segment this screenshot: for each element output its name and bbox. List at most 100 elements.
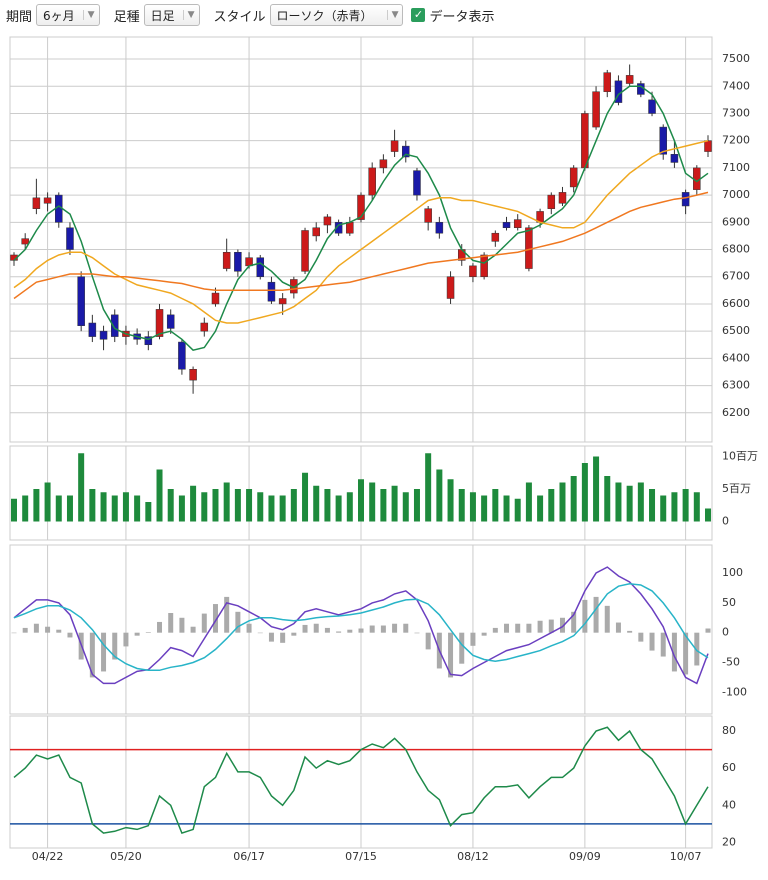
histogram-bar — [582, 599, 588, 633]
volume-bar — [436, 469, 443, 522]
volume-bar — [190, 485, 197, 522]
checkbox[interactable]: ✓ — [411, 8, 426, 22]
candle — [32, 197, 41, 209]
histogram-bar — [694, 632, 700, 666]
histogram-bar — [246, 623, 252, 633]
candle — [189, 369, 197, 381]
candle — [670, 154, 679, 163]
candle — [278, 298, 287, 305]
volume-bar — [313, 485, 320, 522]
volume-bar — [178, 495, 185, 522]
histogram-bar — [515, 623, 521, 633]
candle — [569, 167, 578, 188]
volume-bar — [425, 453, 432, 522]
bar-select[interactable]: 日足 ▼ — [143, 4, 200, 26]
histogram-bar — [548, 619, 554, 633]
volume-bar — [548, 489, 555, 522]
candle — [625, 75, 634, 84]
histogram-bar — [537, 620, 543, 633]
histogram-bar — [593, 596, 599, 633]
histogram-bar — [33, 623, 39, 633]
label: スタイル — [213, 9, 266, 25]
candle — [424, 208, 432, 223]
volume-bar — [257, 492, 264, 522]
histogram-bar — [291, 632, 297, 636]
candle — [323, 216, 332, 226]
histogram-bar — [414, 632, 420, 634]
y-tick-label: 6500 — [722, 324, 750, 337]
volume-bar — [492, 489, 499, 522]
candle — [155, 309, 164, 337]
histogram-bar — [649, 632, 655, 651]
candle — [502, 222, 511, 229]
candle — [491, 232, 500, 242]
candle — [43, 197, 52, 204]
histogram-bar — [112, 632, 118, 660]
volume-bar — [89, 489, 96, 522]
candle — [66, 227, 74, 250]
volume-bar — [346, 492, 353, 522]
histogram-bar — [56, 629, 62, 633]
candle — [312, 227, 320, 237]
checkbox-label: データ表示 — [429, 9, 495, 25]
candle — [21, 238, 29, 245]
histogram-bar — [201, 613, 207, 633]
candle — [301, 230, 309, 272]
y-tick-label: 6400 — [722, 351, 750, 364]
volume-bar — [212, 489, 219, 522]
volume-bar — [593, 456, 600, 522]
histogram-bar — [683, 632, 689, 675]
y-tick-label: 20 — [722, 835, 736, 848]
histogram-bar — [224, 596, 230, 633]
histogram-bar — [504, 623, 510, 633]
volume-bar — [11, 498, 17, 522]
volume-bar — [246, 489, 253, 522]
period-select[interactable]: 6ヶ月 ▼ — [36, 4, 100, 26]
volume-bar — [637, 482, 644, 522]
volume-bar — [671, 492, 678, 522]
histogram-bar — [604, 605, 610, 633]
label: 期間 — [6, 9, 33, 25]
volume-bar — [705, 508, 711, 522]
volume-bar — [358, 479, 364, 522]
histogram-bar — [11, 632, 17, 634]
histogram-bar — [22, 627, 28, 633]
histogram-bar — [212, 604, 218, 633]
volume-bar — [693, 492, 700, 522]
candle — [659, 126, 667, 155]
candle — [681, 192, 690, 207]
candle — [222, 251, 231, 269]
line — [13, 85, 709, 352]
candle — [469, 265, 477, 277]
volume-bar — [223, 482, 230, 522]
x-tick-label: 09/09 — [569, 850, 601, 863]
line — [13, 726, 709, 835]
style-select[interactable]: ローソク（赤青） ▼ — [269, 4, 404, 26]
candle — [435, 222, 444, 234]
volume-bar — [268, 495, 275, 522]
candle — [178, 341, 186, 370]
candle — [558, 192, 567, 204]
histogram-bar — [257, 632, 263, 634]
volume-bar — [156, 469, 163, 522]
histogram-bar — [358, 628, 364, 633]
select-value: 日足 — [150, 8, 175, 23]
volume-bar — [537, 495, 544, 522]
x-tick-label: 05/20 — [110, 850, 142, 863]
candle — [480, 254, 488, 277]
candle — [704, 140, 712, 152]
y-tick-label: 50 — [722, 596, 736, 609]
candle — [77, 276, 85, 326]
histogram-bar — [559, 617, 565, 633]
candle — [267, 281, 276, 302]
y-tick-label: 6700 — [722, 270, 750, 283]
candle — [234, 251, 242, 272]
histogram-bar — [134, 632, 140, 636]
volume-bar — [570, 476, 577, 522]
candle — [446, 276, 455, 299]
volume-bar — [649, 489, 656, 522]
volume-bar — [234, 489, 241, 522]
y-tick-label: 6800 — [722, 243, 750, 256]
